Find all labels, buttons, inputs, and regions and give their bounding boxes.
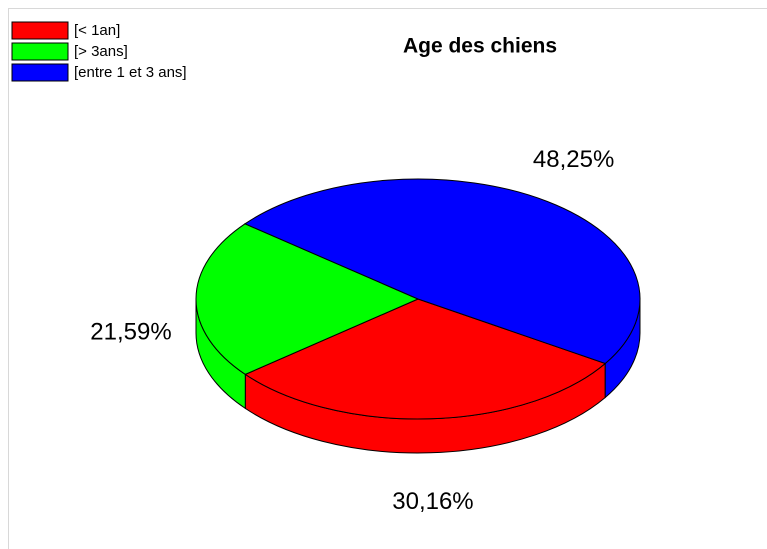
pie-slice: [243, 178, 641, 365]
legend-label: [> 3ans]: [74, 43, 128, 60]
legend-swatch: [11, 63, 69, 82]
data-label: 21,59%: [90, 319, 171, 346]
legend-swatch: [11, 42, 69, 61]
data-label: 30,16%: [392, 488, 473, 515]
data-label: 48,25%: [533, 146, 614, 173]
chart-title: Age des chiens: [403, 35, 557, 58]
pie-slice: [244, 298, 607, 420]
legend-label: [< 1an]: [74, 22, 120, 39]
pie-slice: [195, 223, 420, 375]
legend-swatch: [11, 21, 69, 40]
legend-label: [entre 1 et 3 ans]: [74, 64, 187, 81]
